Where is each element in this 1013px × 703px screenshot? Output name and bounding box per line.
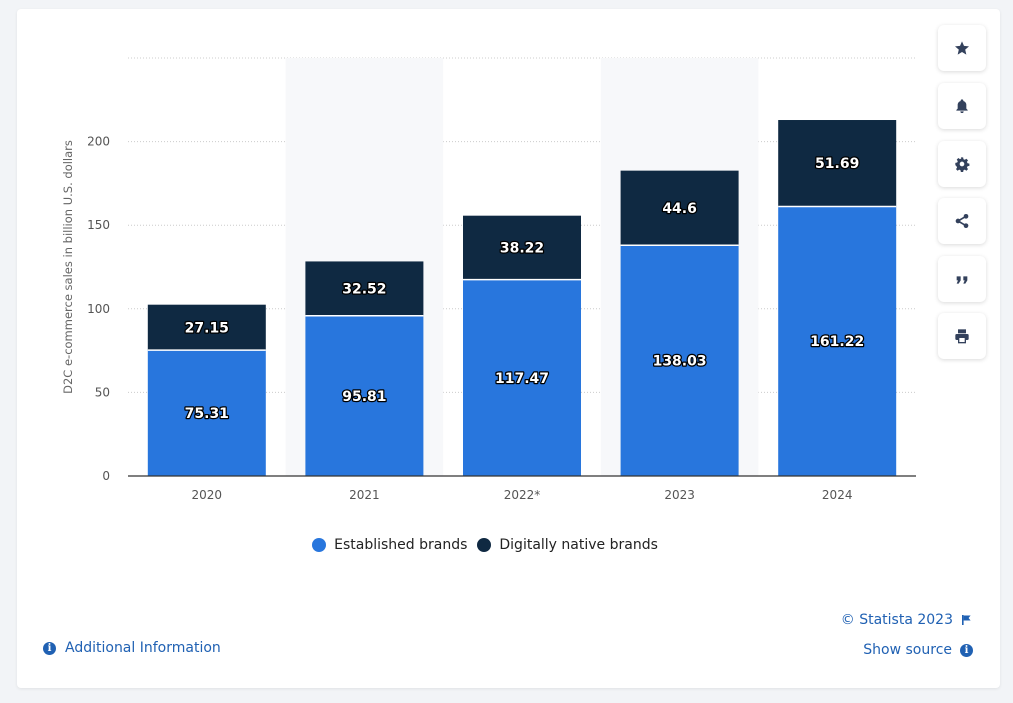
x-tick-label: 2021 [349,488,380,502]
y-tick-label: 100 [87,302,110,316]
data-label: 27.15 [185,320,229,336]
show-source-label: Show source [863,642,952,658]
bar-established-brands [620,245,739,476]
additional-information-label: Additional Information [65,640,221,656]
data-label: 138.03 [653,354,707,370]
axes: 0 50 100 150 200 2020 2021 2022* 2023 2024 [87,135,916,502]
data-label: 95.81 [342,389,386,405]
y-tick-label: 200 [87,135,110,149]
bar-digitally-native-brands [305,261,424,316]
y-tick-label: 50 [95,385,110,399]
data-label: 117.47 [495,371,549,387]
copyright-text: © Statista 2023 [840,612,953,628]
data-label: 44.6 [662,201,697,217]
data-labels: 75.31 27.15 95.81 32.52 117.47 38.22 138.03 44.… [183,155,865,423]
data-label: 32.52 [342,282,386,298]
legend-swatch-established [312,538,327,552]
info-icon: i [960,643,973,657]
bar-digitally-native-brands [147,304,266,351]
x-tick-label: 2022* [504,488,541,502]
flag-icon [962,615,971,625]
bars [147,120,897,476]
notification-button[interactable] [938,83,986,129]
share-icon [955,214,969,228]
data-label: 38.22 [500,241,544,257]
x-tick-label: 2020 [192,488,223,502]
quote-icon [956,276,968,284]
gear-icon [955,157,970,172]
settings-button[interactable] [938,141,986,187]
share-button[interactable] [938,198,986,244]
bar-established-brands [305,315,424,476]
data-label: 51.69 [815,156,859,172]
bar-digitally-native-brands [463,215,581,280]
data-label: 161.22 [810,334,864,350]
print-icon [955,329,969,344]
bar-digitally-native-brands [778,120,897,207]
legend-item-established-brands[interactable]: Established brands [312,537,467,553]
legend-label: Digitally native brands [499,537,658,553]
show-source-link[interactable]: Show source i [863,642,973,658]
bar-established-brands [463,279,581,476]
legend-label: Established brands [334,537,468,553]
data-label: 75.31 [185,406,229,422]
y-tick-label: 0 [102,469,110,483]
legend-swatch-digitally-native [477,538,492,552]
bar-established-brands [147,350,266,476]
cite-button[interactable] [938,256,986,302]
x-tick-label: 2024 [822,488,853,502]
bell-icon [956,99,968,113]
star-icon [955,41,969,55]
bar-digitally-native-brands [620,170,739,246]
x-tick-label: 2023 [664,488,695,502]
y-tick-label: 150 [87,218,110,232]
copyright-link[interactable]: © Statista 2023 [841,612,972,628]
chart-legend: Established brands Digitally native bran… [0,537,970,553]
print-button[interactable] [938,313,986,359]
info-icon: i [43,641,56,655]
y-axis-title: D2C e-commerce sales in billion U.S. dol… [61,140,75,394]
additional-information-link[interactable]: i Additional Information [43,640,221,656]
legend-item-digitally-native-brands[interactable]: Digitally native brands [477,537,658,553]
bookmark-button[interactable] [938,25,986,71]
bar-established-brands [778,206,897,476]
